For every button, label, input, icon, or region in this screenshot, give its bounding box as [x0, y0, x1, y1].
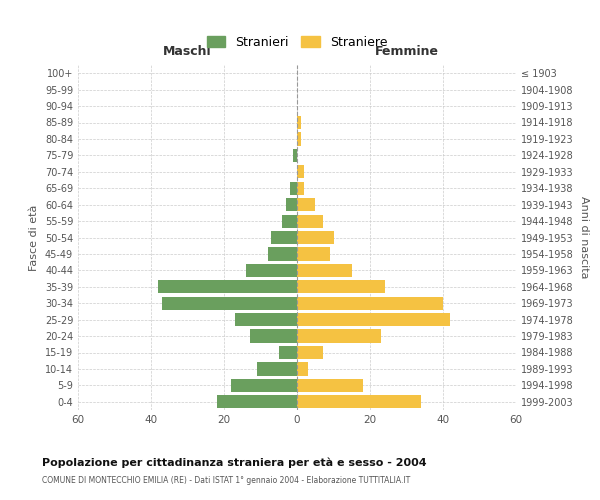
Bar — [279, 346, 297, 359]
Bar — [297, 296, 443, 310]
Bar — [297, 313, 450, 326]
Bar — [297, 362, 308, 376]
Bar — [297, 379, 362, 392]
Bar — [297, 264, 352, 277]
Bar — [293, 149, 297, 162]
Bar — [297, 231, 334, 244]
Y-axis label: Fasce di età: Fasce di età — [29, 204, 39, 270]
Bar — [246, 264, 297, 277]
Bar — [297, 165, 304, 178]
Bar — [158, 280, 297, 293]
Bar — [297, 248, 330, 260]
Bar — [257, 362, 297, 376]
Bar — [271, 231, 297, 244]
Bar — [297, 132, 301, 145]
Text: Femmine: Femmine — [374, 45, 439, 58]
Bar — [297, 395, 421, 408]
Bar — [290, 182, 297, 195]
Bar — [297, 198, 315, 211]
Bar — [268, 248, 297, 260]
Bar — [297, 330, 381, 342]
Text: Popolazione per cittadinanza straniera per età e sesso - 2004: Popolazione per cittadinanza straniera p… — [42, 458, 427, 468]
Bar — [235, 313, 297, 326]
Text: COMUNE DI MONTECCHIO EMILIA (RE) - Dati ISTAT 1° gennaio 2004 - Elaborazione TUT: COMUNE DI MONTECCHIO EMILIA (RE) - Dati … — [42, 476, 410, 485]
Bar — [250, 330, 297, 342]
Bar — [297, 214, 323, 228]
Bar — [283, 214, 297, 228]
Bar — [297, 182, 304, 195]
Bar — [297, 280, 385, 293]
Text: Maschi: Maschi — [163, 45, 212, 58]
Bar — [217, 395, 297, 408]
Y-axis label: Anni di nascita: Anni di nascita — [579, 196, 589, 279]
Bar — [286, 198, 297, 211]
Legend: Stranieri, Straniere: Stranieri, Straniere — [200, 30, 394, 56]
Bar — [297, 346, 323, 359]
Bar — [232, 379, 297, 392]
Bar — [297, 116, 301, 129]
Bar — [162, 296, 297, 310]
